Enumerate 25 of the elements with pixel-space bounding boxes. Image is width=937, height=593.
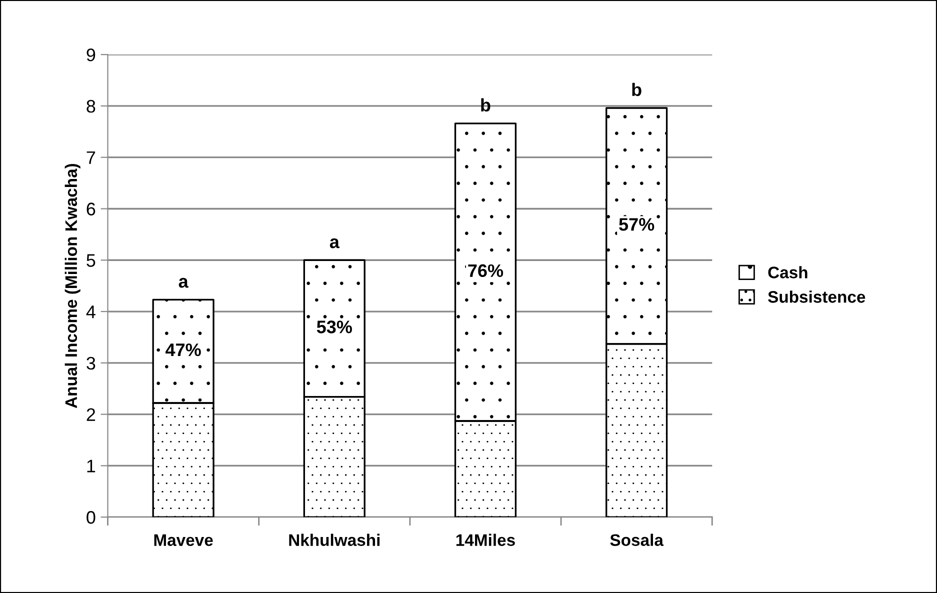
y-tick-label: 5 — [86, 254, 96, 267]
y-tick-label: 4 — [86, 306, 96, 318]
y-tick-label: 6 — [86, 202, 96, 216]
annotation: b — [481, 98, 490, 112]
annotation: a — [178, 278, 188, 288]
annotation: 57% — [619, 218, 654, 231]
annotation: b — [632, 82, 642, 96]
text: Subsistence — [768, 290, 866, 303]
y-tick-label: 3 — [86, 356, 96, 370]
y-tick-label: 8 — [86, 100, 96, 113]
y-tick-label: 7 — [86, 151, 96, 164]
annotation: 53% — [316, 320, 352, 334]
text: Cash — [768, 266, 808, 278]
y-axis-title: Anual Income (Million Kwacha) — [64, 164, 80, 408]
x-tick-label: Sosala — [610, 534, 664, 546]
x-tick-label: 14Miles — [456, 534, 515, 546]
y-tick-label: 9 — [86, 48, 96, 62]
annotation: 76% — [468, 264, 504, 278]
annotation: a — [330, 238, 340, 248]
x-tick-label: Maveve — [154, 534, 213, 546]
y-tick-label: 0 — [86, 511, 96, 524]
annotation: 47% — [166, 343, 201, 356]
y-tick-label: 2 — [86, 408, 96, 421]
y-tick-label: 1 — [87, 460, 96, 472]
x-tick-label: Nkhulwashi — [289, 534, 380, 546]
